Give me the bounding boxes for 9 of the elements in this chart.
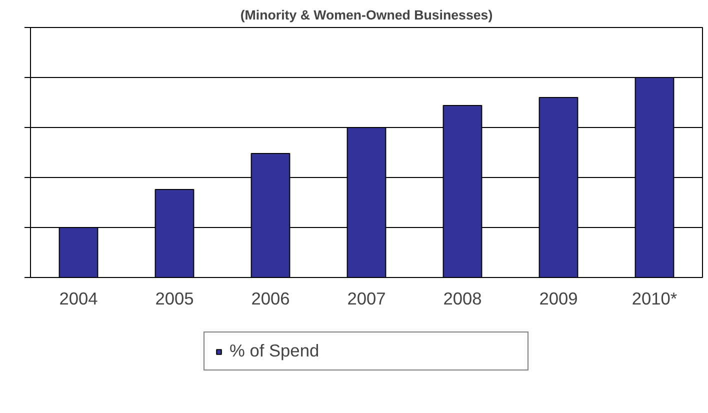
x-tick-label: 2009	[539, 288, 578, 308]
x-tick-label: 2008	[443, 288, 482, 308]
x-tick-label: 2007	[347, 288, 386, 308]
x-tick-label: 2004	[59, 288, 98, 308]
legend-label: % of Spend	[230, 340, 320, 362]
chart-title: (Minority & Women-Owned Businesses)	[240, 8, 493, 22]
x-tick-label: 2005	[155, 288, 194, 308]
x-tick-label: 2010*	[632, 288, 678, 308]
x-tick-label: 2006	[251, 288, 290, 308]
